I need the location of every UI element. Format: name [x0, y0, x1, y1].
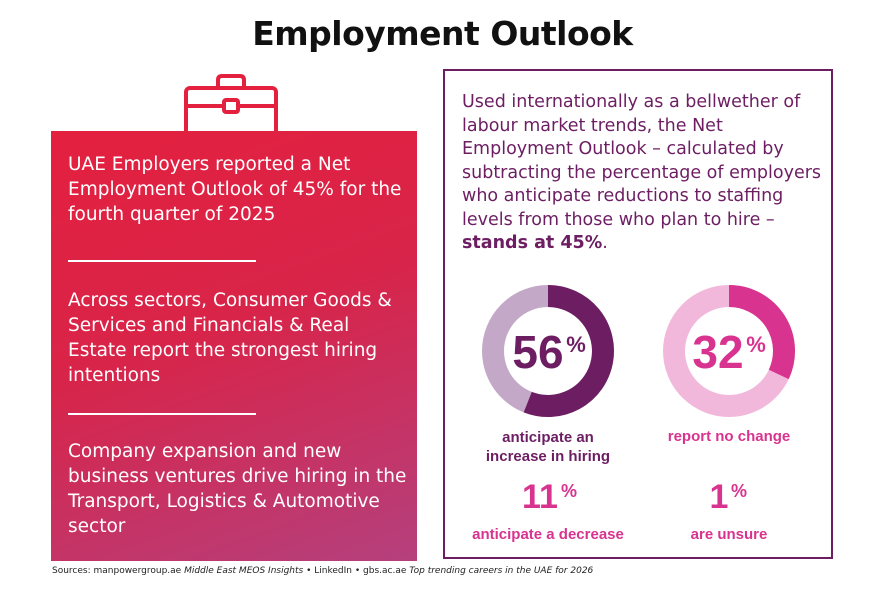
category-label-increase-1: anticipate an [502, 429, 594, 446]
unit-label-decrease: % [561, 481, 577, 501]
divider [68, 413, 256, 415]
category-label-nochange: report no change [668, 428, 791, 445]
category-label-decrease: anticipate a decrease [472, 526, 624, 543]
value-label-unsure: 1 [710, 478, 729, 516]
outlook-description: Used internationally as a bellwether of … [462, 91, 822, 256]
category-label-unsure: are unsure [691, 526, 768, 543]
outlook-period: . [602, 233, 608, 253]
page-title: Employment Outlook [252, 14, 633, 53]
highlights-panel: UAE Employers reported a Net Employment … [51, 131, 417, 561]
source-meos-link[interactable]: Middle East MEOS Insights [184, 566, 304, 576]
outlook-highlight: stands at 45% [462, 233, 603, 253]
sources-prefix: Sources: manpowergroup.ae [52, 566, 185, 576]
sources-footnote: Sources: manpowergroup.ae Middle East ME… [52, 566, 593, 576]
value-label-decrease: 11 [522, 478, 558, 516]
highlight-net-outlook: UAE Employers reported a Net Employment … [68, 154, 402, 225]
outlook-panel: Used internationally as a bellwether of … [443, 69, 833, 559]
donut-nochange-arc [728, 285, 795, 380]
value-label-nochange: 32 [692, 326, 743, 378]
unit-label-nochange: % [746, 332, 766, 357]
highlight-transport: Company expansion and new business ventu… [68, 441, 407, 537]
highlight-sectors: Across sectors, Consumer Goods & Service… [68, 290, 392, 386]
value-label-increase: 56 [512, 326, 563, 378]
sources-mid: • LinkedIn • gbs.ac.ae [303, 566, 410, 576]
unit-label-unsure: % [731, 481, 747, 501]
divider [68, 260, 256, 262]
source-careers-link[interactable]: Top trending careers in the UAE for 2026 [409, 566, 594, 576]
donut-increase-arc [523, 285, 614, 417]
unit-label-increase: % [566, 332, 586, 357]
category-label-increase-2: increase in hiring [486, 448, 610, 465]
outlook-intro: Used internationally as a bellwether of … [462, 92, 822, 230]
